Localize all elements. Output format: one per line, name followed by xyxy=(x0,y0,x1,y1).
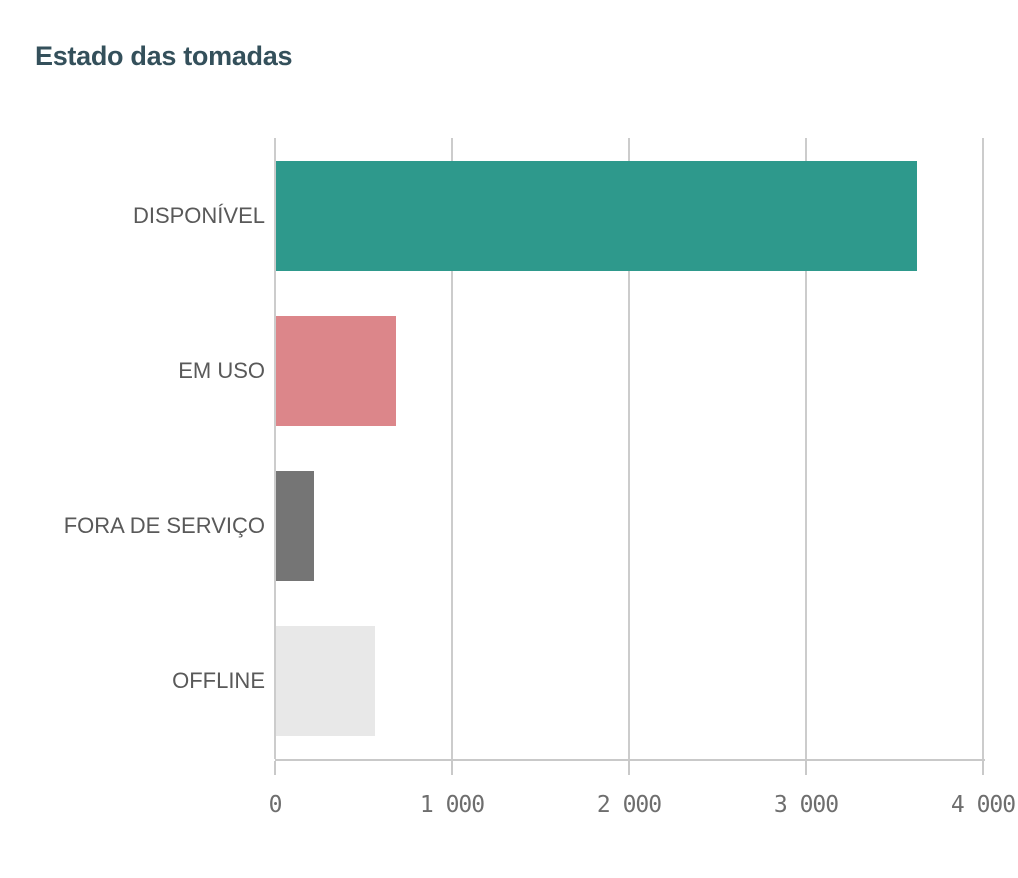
x-axis-line xyxy=(275,759,985,761)
x-axis-tick xyxy=(982,761,984,775)
x-tick-label: 0 xyxy=(268,792,283,818)
category-label: OFFLINE xyxy=(172,668,265,694)
plot-area xyxy=(274,138,984,759)
gridline xyxy=(451,138,453,759)
x-tick-label: 1 000 xyxy=(419,792,485,818)
bar-dispon-vel[interactable] xyxy=(276,160,917,271)
x-tick-label: 2 000 xyxy=(596,792,662,818)
gridline xyxy=(805,138,807,759)
category-label: DISPONÍVEL xyxy=(132,202,265,228)
x-axis-tick xyxy=(805,761,807,775)
bar-em-uso[interactable] xyxy=(276,315,397,426)
x-axis-tick xyxy=(274,761,276,775)
gridline xyxy=(982,138,984,759)
chart-title: Estado das tomadas xyxy=(35,41,293,71)
gridline xyxy=(628,138,630,759)
x-tick-label: 3 000 xyxy=(773,792,839,818)
x-axis-tick xyxy=(451,761,453,775)
gridline xyxy=(274,138,276,759)
category-label: FORA DE SERVIÇO xyxy=(63,513,265,539)
bar-fora-de-servi-o[interactable] xyxy=(276,471,315,582)
x-axis-tick xyxy=(628,761,630,775)
bar-offline[interactable] xyxy=(276,626,376,737)
category-label: EM USO xyxy=(178,357,265,383)
x-tick-label: 4 000 xyxy=(950,792,1016,818)
